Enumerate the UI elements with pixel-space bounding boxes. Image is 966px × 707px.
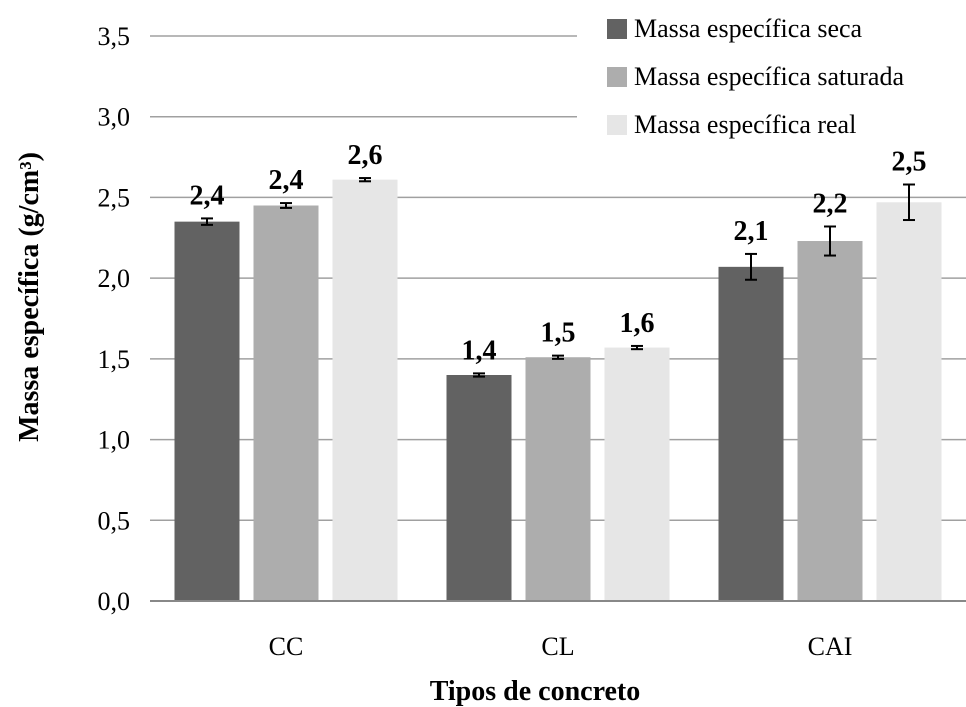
- x-axis-title: Tipos de concreto: [430, 676, 641, 707]
- error-bar: [552, 354, 564, 360]
- legend-swatch: [607, 67, 627, 87]
- data-label: 1,4: [462, 335, 497, 366]
- error-bar: [280, 202, 292, 209]
- y-tick-label: 2,5: [98, 183, 131, 212]
- bar: [797, 241, 863, 601]
- y-tick-label: 0,5: [98, 506, 131, 535]
- bar: [174, 221, 240, 601]
- legend: Massa específica seca Massa específica sa…: [577, 6, 966, 139]
- bar: [332, 179, 398, 601]
- y-tick-label: 1,0: [98, 426, 131, 455]
- y-tick-label: 3,0: [98, 103, 131, 132]
- bar: [525, 357, 591, 601]
- y-tick-label: 2,0: [98, 264, 131, 293]
- data-label: 2,4: [269, 165, 304, 196]
- data-label: 1,5: [541, 318, 576, 349]
- bar: [718, 266, 784, 601]
- legend-label: Massa específica saturada: [634, 62, 904, 91]
- legend-label: Massa específica real: [634, 110, 856, 139]
- y-axis-title: Massa específica (g/cm³): [14, 152, 45, 442]
- data-label: 2,5: [892, 147, 927, 178]
- y-tick-label: 0,0: [98, 587, 131, 616]
- bars: [174, 179, 942, 601]
- bar: [253, 205, 319, 601]
- x-tick-label: CL: [541, 632, 574, 661]
- error-bar: [745, 252, 757, 281]
- legend-swatch: [607, 19, 627, 39]
- data-label: 2,6: [348, 140, 383, 171]
- data-label: 2,4: [190, 180, 225, 211]
- error-bar: [201, 217, 213, 226]
- data-labels: 2,4 2,4 2,6 1,4 1,5 1,6 2,1 2,2 2,5: [190, 140, 927, 366]
- error-bars: [201, 177, 915, 378]
- error-bar: [359, 177, 371, 183]
- x-tick-label: CAI: [808, 632, 853, 661]
- legend-swatch: [607, 115, 627, 135]
- axes: 0,0 0,5 1,0 1,5 2,0 2,5 3,0 3,5 CC CL CAI: [98, 22, 966, 661]
- bar: [446, 375, 512, 601]
- data-label: 2,2: [813, 188, 848, 219]
- legend-label: Massa específica seca: [634, 14, 863, 43]
- x-tick-label: CC: [269, 632, 304, 661]
- error-bar: [903, 183, 915, 222]
- data-label: 2,1: [734, 216, 769, 247]
- y-tick-label: 1,5: [98, 345, 131, 374]
- y-tick-label: 3,5: [98, 22, 131, 51]
- error-bar: [824, 225, 836, 257]
- legend-background: [577, 6, 966, 130]
- error-bar: [473, 372, 485, 378]
- bar: [876, 202, 942, 601]
- bar: [604, 347, 670, 601]
- error-bar: [631, 344, 643, 351]
- data-label: 1,6: [620, 308, 655, 339]
